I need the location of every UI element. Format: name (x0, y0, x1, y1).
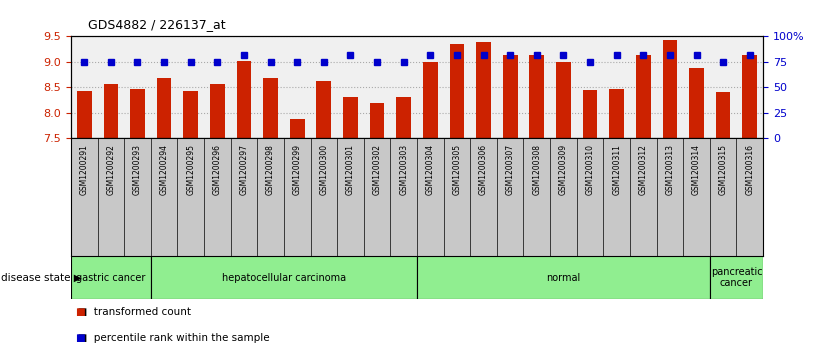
Bar (423, 62, 438, 138)
Text: normal: normal (546, 273, 580, 283)
Text: pancreatic
cancer: pancreatic cancer (711, 267, 762, 289)
Bar (662, 40, 677, 138)
Bar (369, 103, 384, 138)
Text: GSM1200309: GSM1200309 (559, 144, 568, 195)
Text: GSM1200310: GSM1200310 (585, 144, 595, 195)
Bar (556, 62, 570, 138)
Text: GSM1200301: GSM1200301 (346, 144, 355, 195)
Text: disease state ▶: disease state ▶ (1, 273, 82, 283)
Bar (530, 55, 544, 138)
Text: GSM1200311: GSM1200311 (612, 144, 621, 195)
Bar (130, 89, 145, 138)
Text: GSM1200296: GSM1200296 (213, 144, 222, 195)
Bar (710, 256, 763, 299)
Bar (103, 83, 118, 138)
Bar (636, 55, 651, 138)
Bar (417, 256, 710, 299)
Text: ■  transformed count: ■ transformed count (71, 307, 191, 317)
Text: GSM1200306: GSM1200306 (479, 144, 488, 195)
Text: GSM1200299: GSM1200299 (293, 144, 302, 195)
Text: ■: ■ (75, 333, 85, 343)
Text: GSM1200291: GSM1200291 (80, 144, 88, 195)
Bar (237, 61, 251, 138)
Bar (583, 90, 597, 138)
Text: GSM1200314: GSM1200314 (692, 144, 701, 195)
Text: GSM1200313: GSM1200313 (666, 144, 675, 195)
Bar (476, 42, 491, 138)
Text: GSM1200303: GSM1200303 (399, 144, 408, 195)
Text: GSM1200304: GSM1200304 (426, 144, 435, 195)
Bar (503, 55, 518, 138)
Text: GSM1200305: GSM1200305 (452, 144, 461, 195)
Text: GSM1200300: GSM1200300 (319, 144, 329, 195)
Text: GSM1200292: GSM1200292 (106, 144, 115, 195)
Bar (151, 256, 417, 299)
Text: GSM1200316: GSM1200316 (746, 144, 754, 195)
Bar (742, 55, 757, 138)
Bar (450, 44, 465, 138)
Bar (689, 68, 704, 138)
Text: gastric cancer: gastric cancer (76, 273, 145, 283)
Text: hepatocellular carcinoma: hepatocellular carcinoma (222, 273, 346, 283)
Bar (77, 91, 92, 138)
Bar (264, 78, 278, 138)
Bar (71, 256, 151, 299)
Text: GSM1200302: GSM1200302 (373, 144, 382, 195)
Text: GSM1200294: GSM1200294 (159, 144, 168, 195)
Text: GSM1200315: GSM1200315 (719, 144, 728, 195)
Text: ■  percentile rank within the sample: ■ percentile rank within the sample (71, 333, 269, 343)
Text: GSM1200293: GSM1200293 (133, 144, 142, 195)
Bar (157, 78, 172, 138)
Bar (343, 97, 358, 138)
Text: GSM1200312: GSM1200312 (639, 144, 648, 195)
Bar (316, 81, 331, 138)
Text: GDS4882 / 226137_at: GDS4882 / 226137_at (88, 18, 225, 31)
Text: GSM1200297: GSM1200297 (239, 144, 249, 195)
Bar (183, 91, 198, 138)
Bar (290, 119, 304, 138)
Bar (210, 83, 224, 138)
Text: GSM1200307: GSM1200307 (505, 144, 515, 195)
Text: GSM1200295: GSM1200295 (186, 144, 195, 195)
Text: GSM1200308: GSM1200308 (532, 144, 541, 195)
Text: GSM1200298: GSM1200298 (266, 144, 275, 195)
Bar (396, 97, 411, 138)
Bar (610, 89, 624, 138)
Text: ■: ■ (75, 307, 85, 317)
Bar (716, 92, 731, 138)
